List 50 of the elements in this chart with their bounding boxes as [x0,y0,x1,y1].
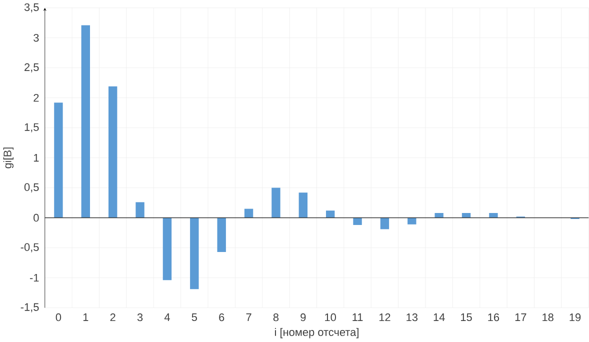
x-tick-label: 12 [379,314,390,322]
x-tick-label: 1 [83,314,88,322]
x-tick-label: 10 [325,314,336,322]
bar [489,213,498,218]
bar [217,218,226,252]
x-tick-label: 5 [192,314,197,322]
y-axis-title: gi[B] [3,148,14,169]
bar [244,209,254,218]
y-tick-label: 2 [34,94,39,102]
x-tick-label: 2 [110,314,116,322]
bar [298,192,308,218]
y-tick-label: 0 [34,214,39,222]
x-tick-label: 11 [352,314,363,322]
y-tick-label: 1 [34,154,39,162]
bar [81,25,90,218]
bar [408,218,416,225]
x-tick-label: 13 [406,314,418,322]
x-tick-label: 19 [570,314,581,322]
bar [190,218,199,290]
y-tick-label: -1 [30,274,39,282]
x-tick-label: 4 [164,314,170,322]
bar [108,86,118,218]
y-tick-label: -0,5 [20,244,39,253]
bar [54,102,63,218]
bar [136,202,144,218]
x-tick-label: 14 [434,314,445,322]
y-tick-label: 1,5 [24,124,39,133]
x-tick-label: 9 [300,314,306,322]
x-tick-label: 16 [488,314,500,322]
x-tick-label: 15 [461,314,472,322]
y-tick-label: 0,5 [24,184,39,193]
x-tick-label: 0 [56,314,62,322]
bar [434,213,444,218]
x-tick-label: 3 [137,314,143,322]
y-tick-label: -1,5 [20,304,39,312]
y-tick-label: 2,5 [24,64,39,73]
x-tick-label: 18 [542,314,554,322]
x-tick-label: 17 [515,314,526,322]
x-tick-label: 7 [246,314,252,322]
x-axis-title: i [номер отсчета] [274,328,358,338]
bar [326,210,335,218]
y-tick-label: 3,5 [24,4,39,13]
x-tick-label: 8 [273,314,279,322]
bar [462,213,471,218]
y-tick-label: 3 [34,34,39,42]
bar [353,218,362,226]
bar [380,218,390,230]
bar [162,218,172,280]
bar [272,188,280,218]
x-tick-label: 6 [219,314,224,322]
